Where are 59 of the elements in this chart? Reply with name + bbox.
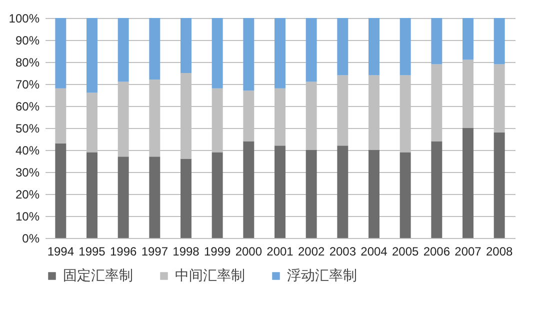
bar [274,18,286,88]
y-tick-label: 100% [8,12,40,26]
y-tick-label: 0% [22,232,40,246]
x-tick-label: 2005 [392,244,420,258]
y-tick-label: 80% [15,56,40,70]
bar [212,152,223,238]
bar [86,18,98,93]
bar [86,152,98,238]
bar [149,18,160,80]
bar [212,18,223,88]
bar [243,18,254,91]
bar [368,150,380,238]
y-tick-label: 20% [15,188,40,202]
x-tick-label: 1999 [204,244,232,258]
bar [368,18,380,76]
x-tick-label: 2001 [266,244,294,258]
bar [274,146,286,238]
x-tick-label: 2008 [486,244,514,258]
x-tick-label: 1994 [47,244,74,258]
x-tick-label: 1998 [172,244,200,258]
y-tick-label: 10% [15,210,40,224]
x-tick-label: 1995 [78,244,106,258]
x-tick-label: 2002 [298,244,326,258]
bar [306,18,317,82]
bar [431,18,442,64]
bar [400,152,411,238]
x-tick-label: 1997 [141,244,168,258]
bar [462,18,474,60]
bar [118,18,129,82]
bar [462,128,474,238]
y-tick-label: 60% [15,100,40,114]
bar [180,18,192,73]
bar [243,141,254,238]
legend-label: 固定汇率制 [63,268,133,284]
bar [337,18,348,76]
bar [337,146,348,238]
y-tick-label: 30% [15,166,40,180]
x-tick-label: 2000 [235,244,262,258]
x-tick-label: 2006 [423,244,450,258]
x-tick-label: 2003 [329,244,356,258]
legend-label: 中间汇率制 [175,268,245,284]
bar [494,18,505,64]
bar [400,18,411,76]
bar [55,143,66,238]
bar [118,156,129,238]
y-tick-label: 70% [15,78,40,92]
y-tick-label: 40% [15,144,40,158]
x-tick-label: 1996 [110,244,138,258]
bar [494,132,505,238]
bar [431,141,442,238]
y-tick-label: 90% [15,34,40,48]
bar [180,158,192,238]
bar [149,156,160,238]
bar [306,150,317,238]
x-tick-label: 2007 [454,244,482,258]
y-tick-label: 50% [15,122,40,136]
legend-label: 浮动汇率制 [287,268,357,284]
bar [55,18,66,88]
x-tick-label: 2004 [360,244,388,258]
